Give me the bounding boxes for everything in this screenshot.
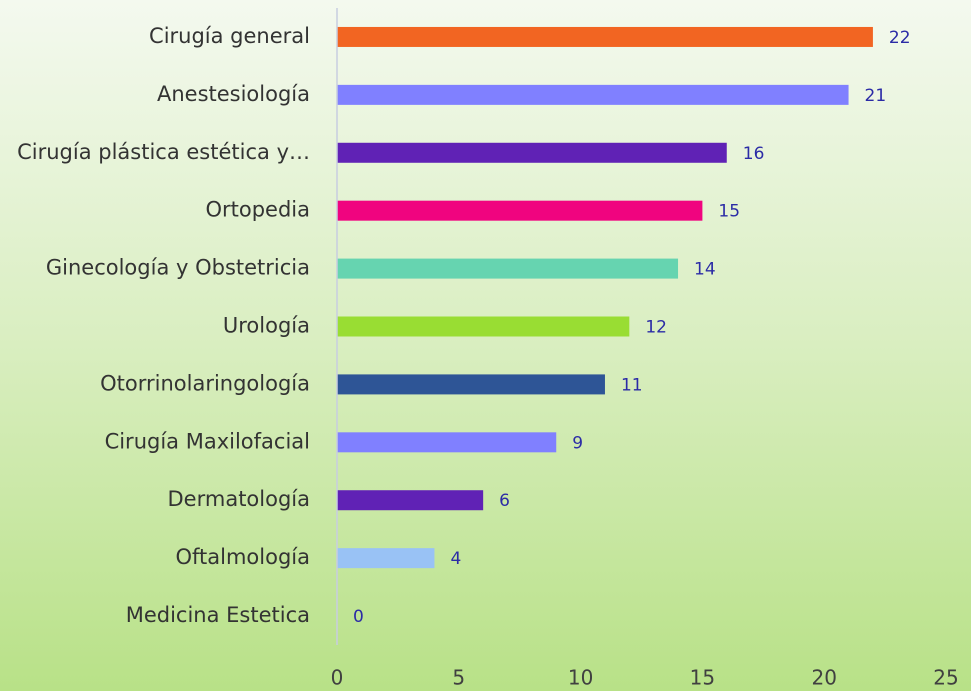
x-tick-label: 15 [690, 666, 715, 690]
bar [337, 374, 605, 395]
y-tick-label: Ortopedia [205, 198, 310, 222]
bar [337, 432, 557, 453]
x-tick-label: 10 [568, 666, 593, 690]
bar [337, 200, 703, 221]
value-label: 16 [743, 144, 765, 164]
value-label: 12 [645, 318, 667, 338]
y-tick-label: Ginecología y Obstetricia [46, 256, 310, 280]
y-tick-label: Cirugía general [149, 24, 310, 48]
x-tick-label: 20 [811, 666, 836, 690]
bar [337, 26, 873, 47]
value-label: 14 [694, 260, 716, 280]
y-tick-label: Anestesiología [157, 82, 310, 106]
value-label: 6 [499, 491, 510, 511]
value-label: 15 [718, 202, 740, 222]
bar [337, 258, 679, 279]
x-tick-label: 25 [933, 666, 958, 690]
value-label: 4 [450, 549, 461, 569]
y-tick-label: Medicina Estetica [126, 603, 310, 627]
value-label: 21 [865, 86, 887, 106]
y-tick-label: Cirugía plástica estética y… [17, 140, 310, 164]
y-tick-label: Cirugía Maxilofacial [105, 429, 310, 453]
bar [337, 548, 435, 569]
value-label: 0 [353, 607, 364, 627]
value-label: 22 [889, 28, 911, 48]
y-tick-label: Urología [223, 314, 310, 338]
x-tick-label: 0 [331, 666, 344, 690]
y-tick-label: Dermatología [168, 487, 310, 511]
value-label: 9 [572, 433, 583, 453]
x-tick-label: 5 [452, 666, 465, 690]
y-tick-label: Otorrinolaringología [100, 371, 310, 395]
bar [337, 84, 849, 105]
y-tick-label: Oftalmología [175, 545, 310, 569]
bar [337, 142, 727, 163]
bar [337, 490, 484, 511]
bar [337, 316, 630, 337]
value-label: 11 [621, 375, 643, 395]
